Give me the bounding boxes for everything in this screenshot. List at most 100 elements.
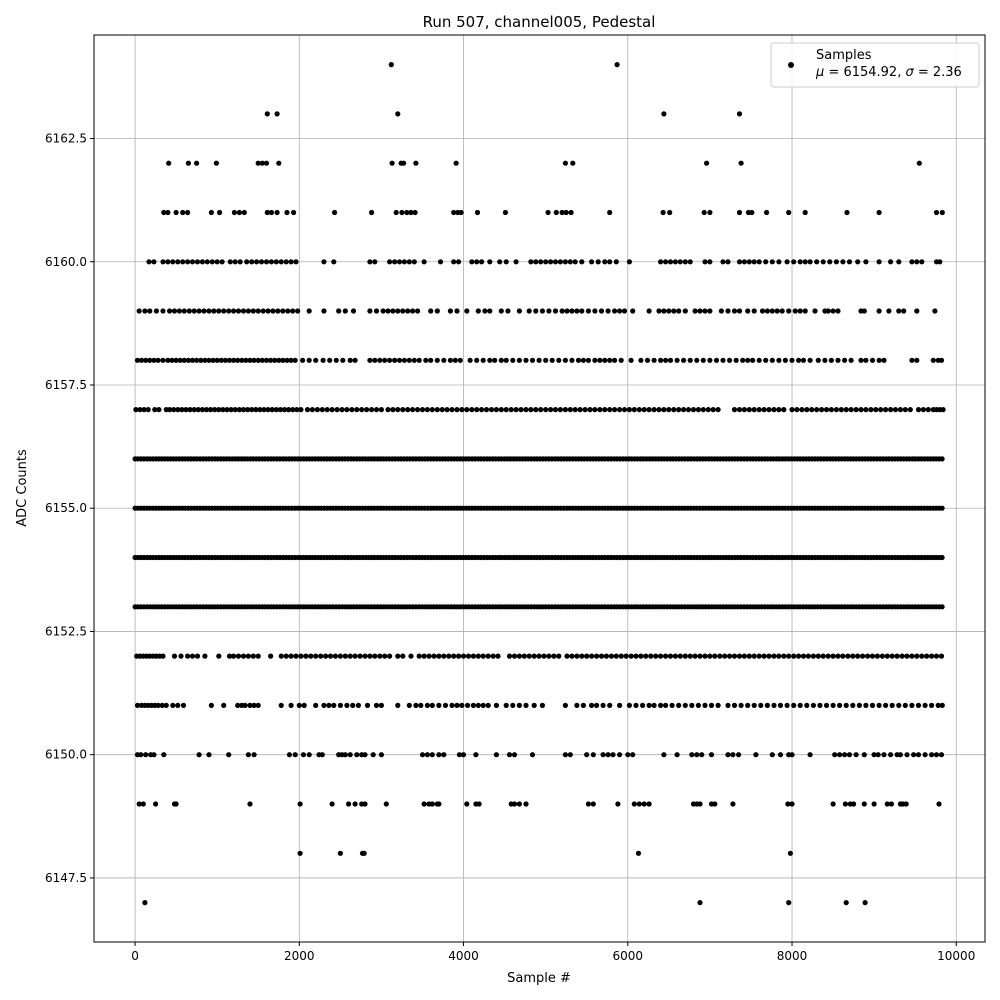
data-point: [480, 702, 486, 709]
data-point: [701, 209, 707, 216]
data-point: [183, 407, 189, 413]
x-tick-label: 10000: [937, 949, 975, 963]
data-point: [177, 357, 183, 363]
data-point: [833, 407, 840, 413]
data-point: [259, 160, 265, 166]
data-point: [171, 407, 177, 413]
data-point: [646, 702, 652, 709]
data-point: [185, 653, 191, 659]
data-point: [247, 702, 253, 709]
data-point: [694, 357, 700, 363]
data-point: [412, 209, 418, 216]
data-point: [367, 308, 373, 314]
x-tick-label: 4000: [448, 949, 479, 963]
data-point: [925, 407, 931, 413]
data-point: [914, 259, 920, 265]
data-point: [185, 160, 191, 166]
data-point: [134, 357, 141, 363]
data-point: [337, 653, 343, 659]
data-point: [815, 653, 821, 659]
data-point: [567, 407, 573, 413]
data-point: [140, 801, 146, 807]
data-point: [208, 702, 214, 709]
data-point: [283, 653, 289, 659]
data-point: [610, 752, 616, 758]
data-point: [731, 308, 738, 314]
data-point: [485, 653, 491, 659]
data-point: [835, 357, 841, 363]
data-point: [423, 357, 429, 363]
data-point: [247, 801, 253, 807]
data-point: [689, 702, 695, 709]
data-point: [405, 308, 411, 314]
data-point: [579, 653, 585, 659]
data-point: [493, 407, 499, 413]
data-point: [667, 653, 674, 659]
data-point: [516, 357, 523, 363]
data-point: [551, 653, 557, 659]
data-point: [896, 702, 902, 709]
data-point: [771, 653, 777, 659]
data-point: [392, 259, 398, 265]
data-point: [600, 752, 606, 758]
data-point: [189, 357, 196, 363]
data-point: [725, 702, 731, 709]
data-point: [886, 308, 892, 314]
data-point: [802, 308, 808, 314]
data-point: [758, 702, 764, 709]
data-point: [929, 653, 935, 659]
data-point: [902, 702, 908, 709]
data-point: [526, 308, 532, 314]
data-point: [364, 407, 370, 413]
data-point: [736, 209, 743, 216]
data-point: [769, 308, 775, 314]
y-axis-label: ADC Counts: [15, 449, 30, 527]
data-point: [526, 653, 532, 659]
data-point: [646, 308, 652, 314]
data-point: [667, 209, 673, 216]
data-point: [876, 357, 882, 363]
data-point: [897, 407, 904, 413]
data-point: [235, 357, 241, 363]
data-point: [469, 407, 475, 413]
y-tick-label: 6147.5: [45, 871, 87, 885]
data-point: [401, 357, 407, 363]
data-point: [327, 357, 333, 363]
data-point: [533, 259, 539, 265]
data-point: [327, 653, 334, 659]
data-point: [861, 752, 867, 758]
data-point: [677, 653, 683, 659]
data-point: [909, 357, 915, 363]
data-point: [884, 801, 890, 807]
data-point: [181, 357, 187, 363]
data-point: [539, 308, 546, 314]
data-point: [297, 850, 303, 856]
data-point: [899, 653, 905, 659]
data-point: [239, 357, 245, 363]
data-point: [697, 801, 703, 807]
legend: Samples μ = 6154.92, σ = 2.36: [770, 42, 980, 88]
data-point: [585, 801, 592, 807]
data-point: [221, 308, 227, 314]
data-point: [165, 259, 171, 265]
data-point: [641, 801, 647, 807]
data-point: [334, 407, 340, 413]
data-point: [564, 653, 570, 659]
data-point: [216, 308, 222, 314]
data-point: [304, 407, 311, 413]
data-point: [488, 407, 495, 413]
data-point: [408, 653, 414, 659]
data-point: [319, 407, 325, 413]
data-point: [883, 407, 889, 413]
data-point: [871, 801, 877, 807]
data-point: [284, 357, 290, 363]
data-point: [800, 653, 807, 659]
data-point: [552, 407, 559, 413]
data-point: [293, 259, 299, 265]
data-point: [791, 702, 797, 709]
data-point: [226, 308, 232, 314]
data-point: [804, 702, 810, 709]
data-point: [855, 653, 861, 659]
data-point: [612, 308, 618, 314]
data-point: [613, 653, 619, 659]
